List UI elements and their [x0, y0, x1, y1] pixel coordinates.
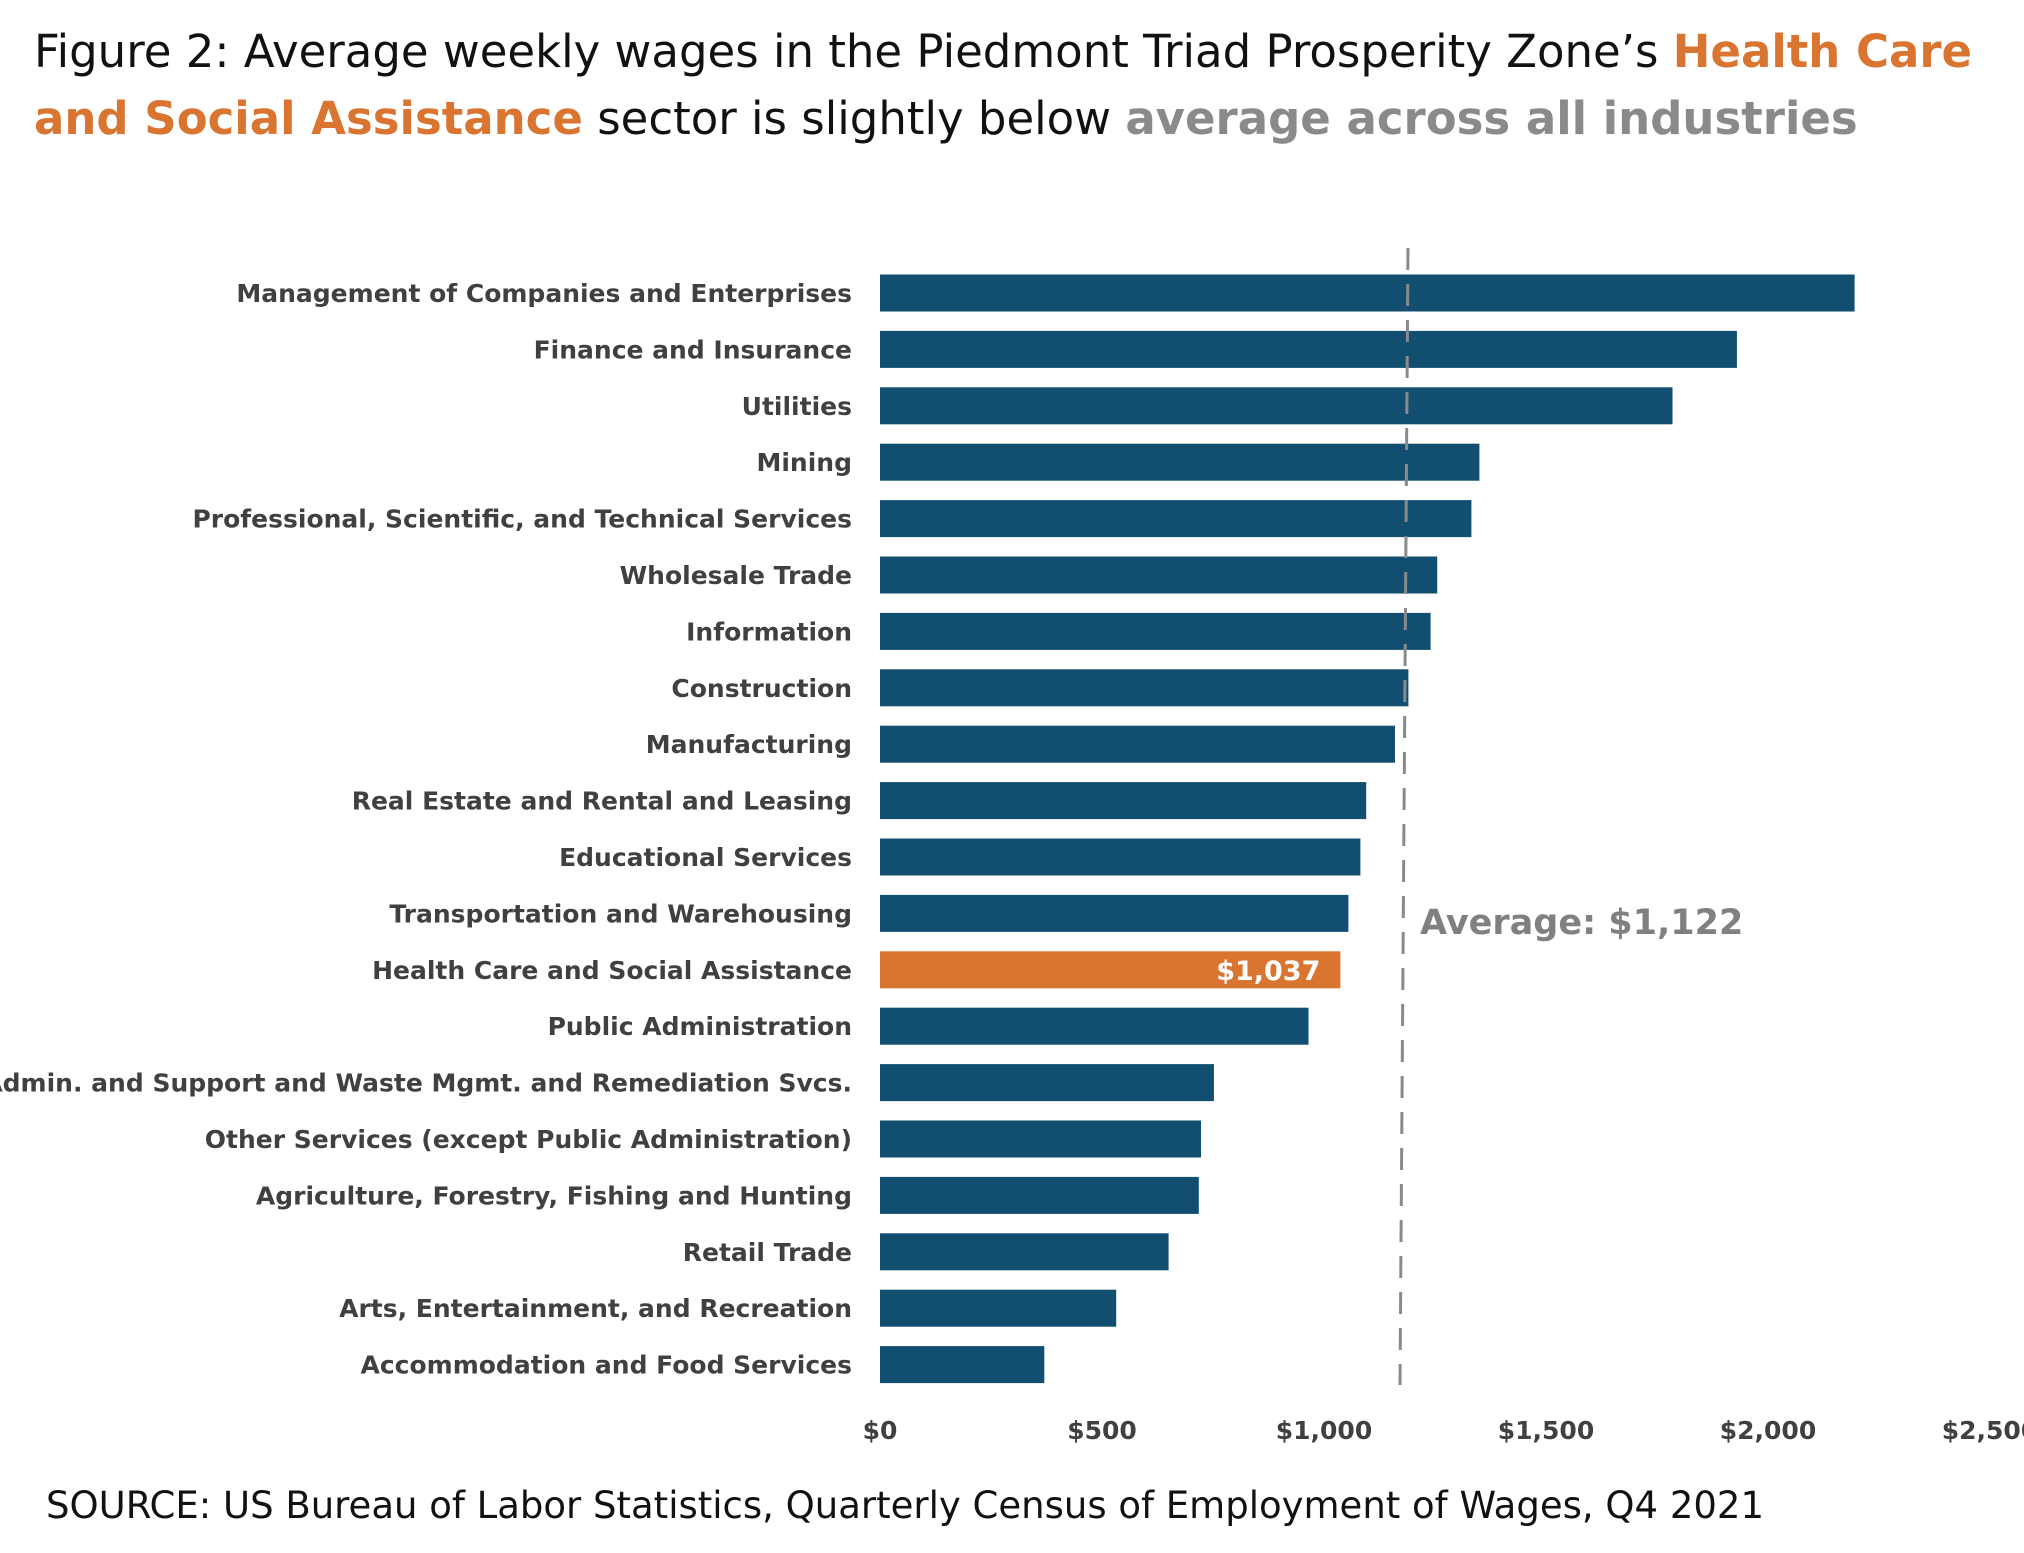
category-label-manufacturing: Manufacturing	[646, 730, 852, 759]
bar-retail-trade	[880, 1233, 1169, 1271]
category-label-arts-entertainment-and-recreation: Arts, Entertainment, and Recreation	[339, 1294, 852, 1323]
title-highlight-average: average across all industries	[1125, 92, 1858, 145]
bar-transportation-and-warehousing	[880, 894, 1349, 932]
x-tick-label-1000: $1,000	[1276, 1416, 1372, 1445]
bar-professional-scientific-and-technical-services	[880, 500, 1472, 538]
category-label-wholesale-trade: Wholesale Trade	[620, 561, 852, 590]
x-tick-label-2000: $2,000	[1720, 1416, 1816, 1445]
bar-utilities	[880, 387, 1673, 425]
x-tick-label-2500: $2,500	[1942, 1416, 2024, 1445]
bar-management-of-companies-and-enterprises	[880, 274, 1855, 312]
x-tick-label-0: $0	[863, 1416, 898, 1445]
bar-value-label-health-care-and-social-assistance: $1,037	[1216, 956, 1320, 987]
bar-real-estate-and-rental-and-leasing	[880, 782, 1367, 820]
category-label-transportation-and-warehousing: Transportation and Warehousing	[389, 899, 852, 928]
average-label: Average: $1,122	[1420, 903, 1743, 943]
bar-construction	[880, 669, 1409, 707]
category-label-retail-trade: Retail Trade	[683, 1238, 852, 1267]
bar-mining	[880, 443, 1480, 481]
category-label-other-services-except-public-administration: Other Services (except Public Administra…	[205, 1125, 852, 1154]
category-label-construction: Construction	[671, 674, 852, 703]
bar-accommodation-and-food-services	[880, 1346, 1045, 1384]
x-tick-label-1500: $1,500	[1498, 1416, 1594, 1445]
average-layer: Average: $1,122	[1398, 247, 1743, 1386]
category-label-admin-and-support-and-waste-mgmt-and-remediation-svcs: Admin. and Support and Waste Mgmt. and R…	[0, 1069, 852, 1098]
bar-other-services-except-public-administration	[880, 1120, 1201, 1158]
bar-health-care-and-social-assistance	[880, 951, 1341, 989]
category-label-management-of-companies-and-enterprises: Management of Companies and Enterprises	[236, 279, 852, 308]
category-label-public-administration: Public Administration	[548, 1012, 852, 1041]
bar-manufacturing	[880, 725, 1395, 763]
x-axis-ticks-layer: $0 $500 $1,000 $1,500 $2,000 $2,500	[863, 1416, 2024, 1445]
chart-title: Figure 2: Average weekly wages in the Pi…	[34, 18, 1994, 152]
source-note: SOURCE: US Bureau of Labor Statistics, Q…	[46, 1484, 1764, 1527]
bar-public-administration	[880, 1007, 1309, 1045]
category-label-educational-services: Educational Services	[559, 843, 852, 872]
bar-information	[880, 612, 1431, 650]
x-tick-label-500: $500	[1067, 1416, 1137, 1445]
category-label-agriculture-forestry-fishing-and-hunting: Agriculture, Forestry, Fishing and Hunti…	[256, 1181, 852, 1210]
category-label-health-care-and-social-assistance: Health Care and Social Assistance	[372, 956, 852, 985]
bar-admin-and-support-and-waste-mgmt-and-remediation-svcs	[880, 1064, 1214, 1102]
category-label-information: Information	[686, 617, 852, 646]
average-line	[1398, 247, 1410, 1386]
bar-wholesale-trade	[880, 556, 1438, 594]
category-label-mining: Mining	[756, 448, 852, 477]
category-label-real-estate-and-rental-and-leasing: Real Estate and Rental and Leasing	[352, 787, 852, 816]
category-label-utilities: Utilities	[742, 392, 852, 421]
category-label-finance-and-insurance: Finance and Insurance	[534, 335, 852, 364]
title-part2: sector is slightly below	[582, 92, 1126, 145]
bar-agriculture-forestry-fishing-and-hunting	[880, 1176, 1199, 1214]
bar-arts-entertainment-and-recreation	[880, 1289, 1117, 1327]
title-highlight-health-care: Health Care and Social Assistance	[34, 25, 1973, 145]
category-labels-layer: Management of Companies and Enterprises F…	[0, 279, 852, 1380]
bars-layer: $1,037	[880, 274, 1855, 1384]
bar-educational-services	[880, 838, 1361, 876]
category-label-professional-scientific-and-technical-services: Professional, Scientific, and Technical …	[192, 505, 852, 534]
category-label-accommodation-and-food-services: Accommodation and Food Services	[361, 1351, 853, 1380]
title-part1: Figure 2: Average weekly wages in the Pi…	[34, 25, 1673, 78]
bar-finance-and-insurance	[880, 330, 1737, 368]
